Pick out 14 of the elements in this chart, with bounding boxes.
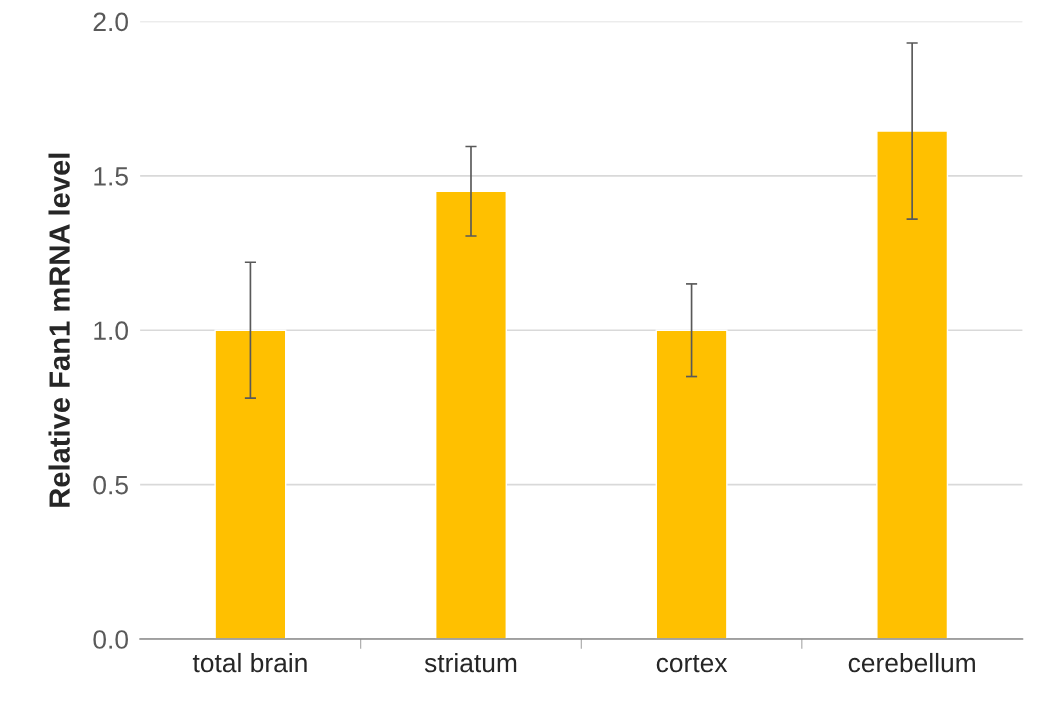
y-tick-label: 0.0 bbox=[93, 630, 128, 649]
x-tick-label: striatum bbox=[424, 652, 517, 673]
y-tick-label: 2.0 bbox=[93, 12, 128, 32]
bar bbox=[876, 130, 949, 640]
y-axis-title: Relative Fan1 mRNA level bbox=[48, 153, 70, 507]
bar bbox=[214, 329, 287, 640]
x-tick-label: total brain bbox=[192, 652, 307, 673]
y-tick-label: 1.0 bbox=[94, 321, 128, 341]
y-tick-label: 0.5 bbox=[93, 475, 128, 495]
x-tick-label: cortex bbox=[656, 654, 728, 673]
bar bbox=[655, 329, 728, 640]
bar bbox=[435, 190, 507, 640]
x-tick-label: cerebellum bbox=[848, 652, 975, 673]
y-tick-label: 1.5 bbox=[94, 167, 128, 186]
